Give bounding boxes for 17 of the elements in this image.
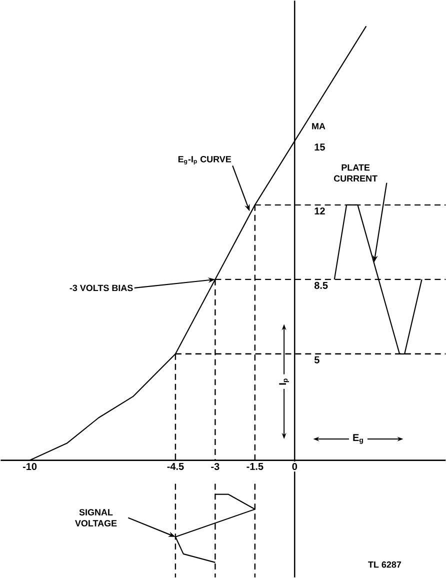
annotation: SIGNAL VOLTAGE <box>74 509 117 526</box>
x-tick-label: 0 <box>292 463 297 470</box>
y-tick-label: 8.5 <box>314 282 328 289</box>
annotation: TL 6287 <box>368 561 401 568</box>
y-tick-label: 15 <box>314 144 325 151</box>
y-axis-title: I$_{p}$ <box>279 378 289 385</box>
x-tick-label: -1.5 <box>246 462 264 470</box>
annotation: E$_{g}$-I$_{p}$ CURVE <box>178 156 231 165</box>
y-tick-label: 5 <box>314 356 320 364</box>
y-tick-label: 12 <box>314 207 325 214</box>
x-tick-label: -3 <box>211 463 220 470</box>
annotation: -3 VOLTS BIAS <box>70 284 133 292</box>
x-tick-label: -10 <box>22 463 36 470</box>
annotation: PLATE CURRENT <box>334 164 378 182</box>
x-tick-label: -4.5 <box>167 462 184 470</box>
annotation: MA <box>312 123 326 130</box>
x-axis-title: E$_{g}$ <box>353 434 363 444</box>
